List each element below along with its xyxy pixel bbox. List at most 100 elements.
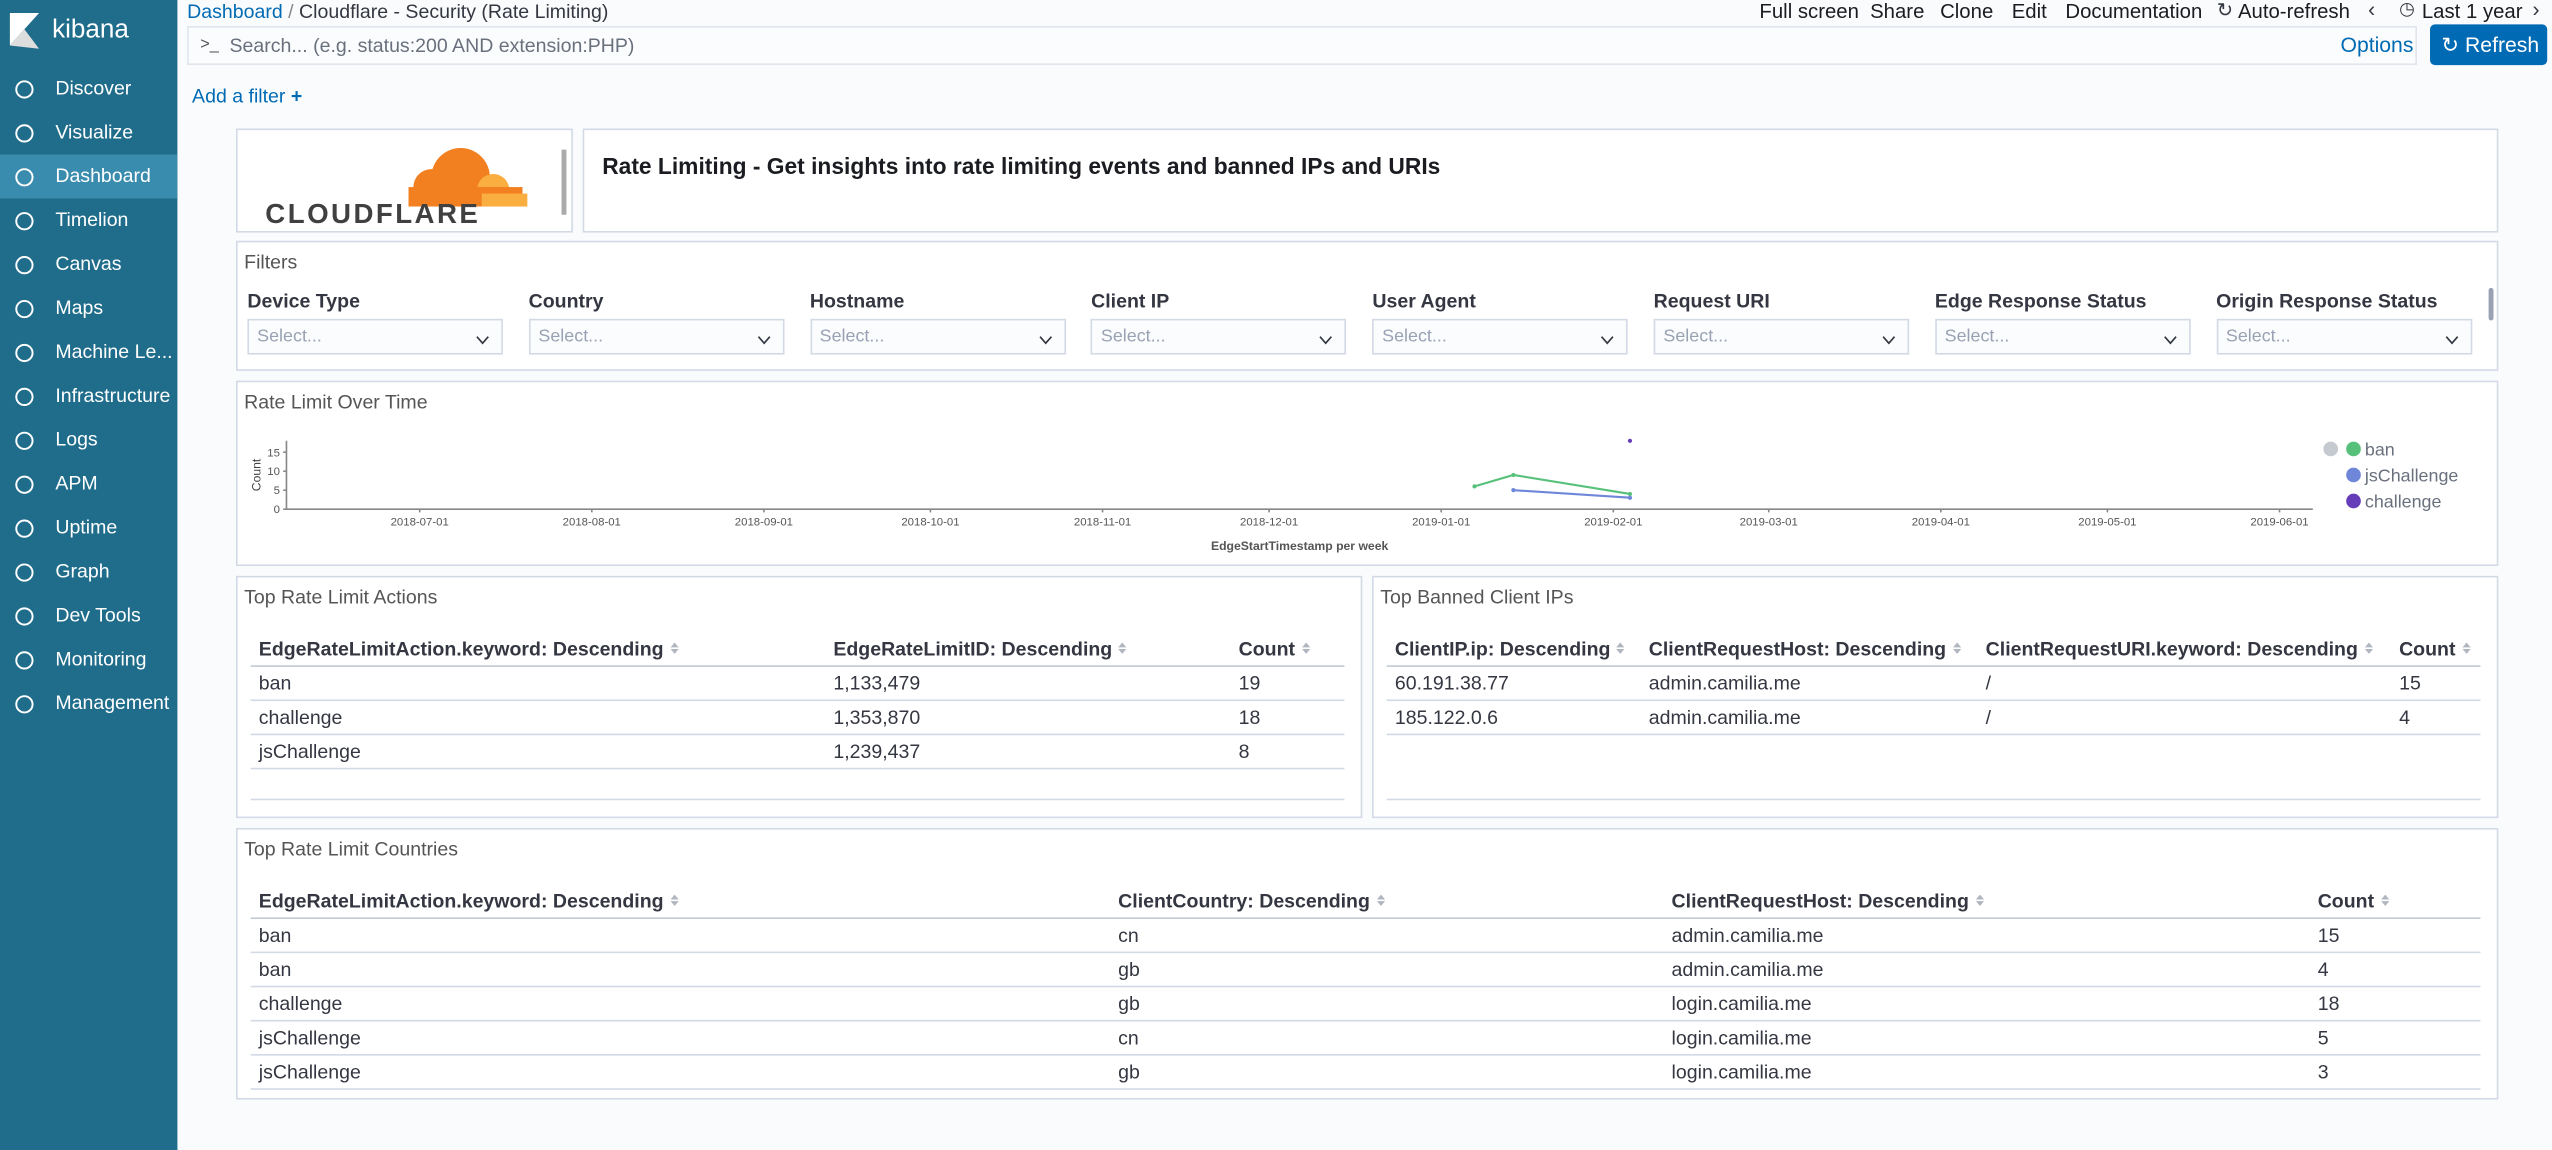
nav-item[interactable]: Discover	[0, 67, 177, 111]
column-header[interactable]: ClientCountry: Descending	[1118, 890, 1386, 913]
row-rule	[250, 1088, 2481, 1090]
nav-item[interactable]: Canvas	[0, 242, 177, 286]
refresh-icon: ↻	[2216, 0, 2234, 22]
select-box[interactable]: Select...	[1934, 318, 2191, 355]
table-cell: gb	[1118, 958, 1140, 981]
icon-shape	[15, 431, 34, 450]
column-header[interactable]: Count	[1239, 638, 1312, 660]
menu-item[interactable]: Share	[1870, 0, 1925, 23]
select-box[interactable]: Select...	[528, 318, 785, 355]
options-button[interactable]: Options	[2340, 32, 2414, 57]
nav-item[interactable]: Dev Tools	[0, 594, 177, 638]
select-placeholder: Select...	[1100, 326, 1166, 347]
column-header[interactable]: Count	[2318, 890, 2391, 913]
menu-item[interactable]: Full screen	[1759, 0, 1859, 23]
nav-icon	[15, 651, 34, 670]
menu-item[interactable]: Clone	[1940, 0, 1994, 23]
data-point	[1627, 495, 1633, 500]
select-box[interactable]: Select...	[1653, 318, 1910, 355]
y-tick-label: 10	[267, 466, 280, 478]
data-point	[1627, 438, 1633, 443]
table-cell: jsChallenge	[258, 1060, 361, 1084]
dropdown-arrow	[1601, 336, 1614, 345]
time-picker[interactable]: Last 1 year	[2421, 0, 2523, 23]
legend-toggle[interactable]	[2323, 441, 2339, 457]
sort-shape	[2364, 642, 2373, 654]
search-bar[interactable]: >_ Search... (e.g. status:200 AND extens…	[187, 26, 2417, 66]
sort-icon	[2380, 894, 2389, 907]
column-header[interactable]: ClientRequestURI.keyword: Descending	[1986, 638, 2375, 660]
column-header[interactable]: EdgeRateLimitID: Descending	[833, 638, 1128, 660]
nav-item[interactable]: Infrastructure	[0, 374, 177, 418]
select-box[interactable]: Select...	[1372, 318, 1628, 355]
table-cell: 19	[1238, 671, 1261, 695]
column-header[interactable]: Count	[2399, 638, 2472, 660]
control-label: Edge Response Status	[1934, 289, 2147, 313]
x-tick-label: 2019-05-01	[2078, 516, 2136, 528]
nav-item[interactable]: Maps	[0, 286, 177, 330]
column-header[interactable]: ClientRequestHost: Descending	[1672, 890, 1986, 913]
table-cell: 8	[1238, 740, 1250, 763]
panel-title: Top Rate Limit Countries	[244, 837, 458, 861]
nav-icon	[15, 475, 34, 494]
nav-item[interactable]: Visualize	[0, 111, 177, 155]
x-tick-label: 2019-06-01	[2250, 516, 2308, 528]
column-header[interactable]: ClientIP.ip: Descending	[1395, 638, 1627, 660]
nav-label: Canvas	[55, 252, 122, 275]
nav-label: Timelion	[55, 208, 129, 231]
nav-label: Discover	[55, 76, 132, 100]
header-panel: Rate Limiting - Get insights into rate l…	[582, 128, 2499, 233]
legend-item[interactable]: challenge	[2346, 492, 2442, 512]
column-header[interactable]: EdgeRateLimitAction.keyword: Descending	[259, 638, 680, 660]
select-box[interactable]: Select...	[247, 318, 503, 355]
icon-shape	[15, 607, 34, 626]
legend-item[interactable]: jsChallenge	[2346, 465, 2458, 485]
nav-item[interactable]: Monitoring	[0, 638, 177, 682]
icon-shape	[15, 475, 34, 494]
series-line	[1474, 473, 1631, 495]
arrow-shape	[1882, 336, 1896, 345]
menu-item[interactable]: Auto-refresh	[2237, 0, 2350, 23]
control-label: Hostname	[809, 289, 905, 313]
clock-icon: ◷	[2399, 0, 2415, 20]
legend-item[interactable]: ban	[2346, 439, 2395, 459]
nav-item[interactable]: Dashboard	[0, 154, 178, 199]
panel-title: Filters	[244, 250, 298, 274]
nav-item[interactable]: Uptime	[0, 506, 177, 550]
x-tick-label: 2019-03-01	[1740, 516, 1798, 528]
control-label: Country	[528, 289, 604, 313]
refresh-button[interactable]: ↻ Refresh	[2430, 24, 2548, 66]
nav-item[interactable]: Logs	[0, 418, 177, 462]
prev-arrow[interactable]: ‹	[2368, 0, 2376, 22]
column-header[interactable]: ClientRequestHost: Descending	[1649, 638, 1963, 660]
nav-icon	[15, 124, 34, 143]
nav-icon	[15, 343, 34, 363]
menu-item[interactable]: Edit	[2011, 0, 2047, 23]
select-box[interactable]: Select...	[1091, 318, 1347, 355]
nav-item[interactable]: Machine Le...	[0, 330, 177, 374]
menu-item[interactable]: Documentation	[2065, 0, 2203, 23]
table-cell: login.camilia.me	[1671, 1026, 1812, 1050]
y-tick-label: 15	[267, 447, 280, 459]
nav-item[interactable]: Management	[0, 682, 177, 726]
select-box[interactable]: Select...	[809, 318, 1066, 355]
nav-label: Maps	[55, 296, 104, 319]
nav-item[interactable]: APM	[0, 462, 177, 506]
nav-item[interactable]: Timelion	[0, 198, 177, 242]
control-label: Device Type	[247, 289, 360, 313]
add-filter[interactable]: Add a filter +	[192, 84, 303, 108]
select-box[interactable]: Select...	[2216, 318, 2472, 355]
sort-shape	[670, 642, 679, 654]
nav-item[interactable]: Graph	[0, 550, 177, 594]
icon-shape	[15, 695, 34, 714]
table-cell: login.camilia.me	[1671, 992, 1812, 1015]
table-cell: 4	[2399, 705, 2410, 729]
next-arrow[interactable]: ›	[2532, 0, 2540, 22]
sort-icon	[1376, 894, 1385, 907]
breadcrumb[interactable]: Dashboard	[187, 0, 283, 23]
select-placeholder: Select...	[1944, 326, 2010, 347]
row-rule	[250, 733, 1345, 736]
data-point	[1627, 491, 1633, 497]
dropdown-arrow	[1320, 336, 1333, 345]
column-header[interactable]: EdgeRateLimitAction.keyword: Descending	[259, 890, 680, 913]
